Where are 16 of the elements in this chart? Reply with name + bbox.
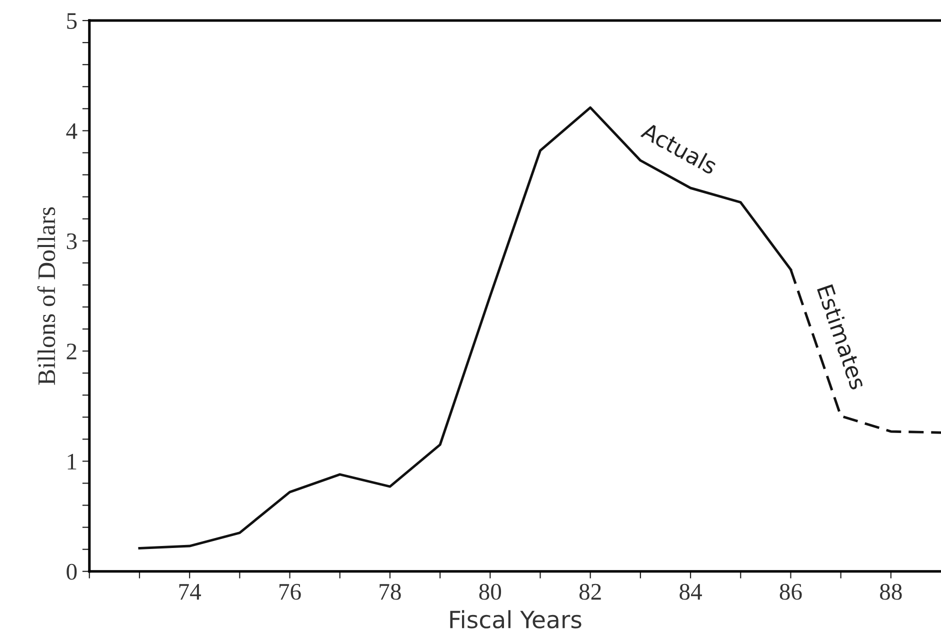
y-tick-label: 1 <box>68 454 76 470</box>
y-tick-label: 4 <box>66 123 78 139</box>
y-tick-label: 2 <box>66 344 76 360</box>
y-tick-label: 0 <box>66 564 77 580</box>
y-tick-label: 5 <box>67 13 77 29</box>
x-tick-label: 86 <box>780 584 802 600</box>
y-tick-label: 3 <box>66 233 77 250</box>
x-axis-title: Fiscal Years <box>450 610 582 628</box>
x-tick-label: 78 <box>380 584 401 600</box>
y-axis-title: Billons of Dollars <box>37 207 56 385</box>
x-tick-label: 76 <box>280 584 301 600</box>
x-tick-label: 82 <box>579 584 601 600</box>
x-tick-label: 88 <box>880 584 902 600</box>
x-tick-label: 74 <box>179 584 202 600</box>
x-tick-label: 80 <box>479 584 502 600</box>
x-tick-label: 84 <box>680 584 702 600</box>
